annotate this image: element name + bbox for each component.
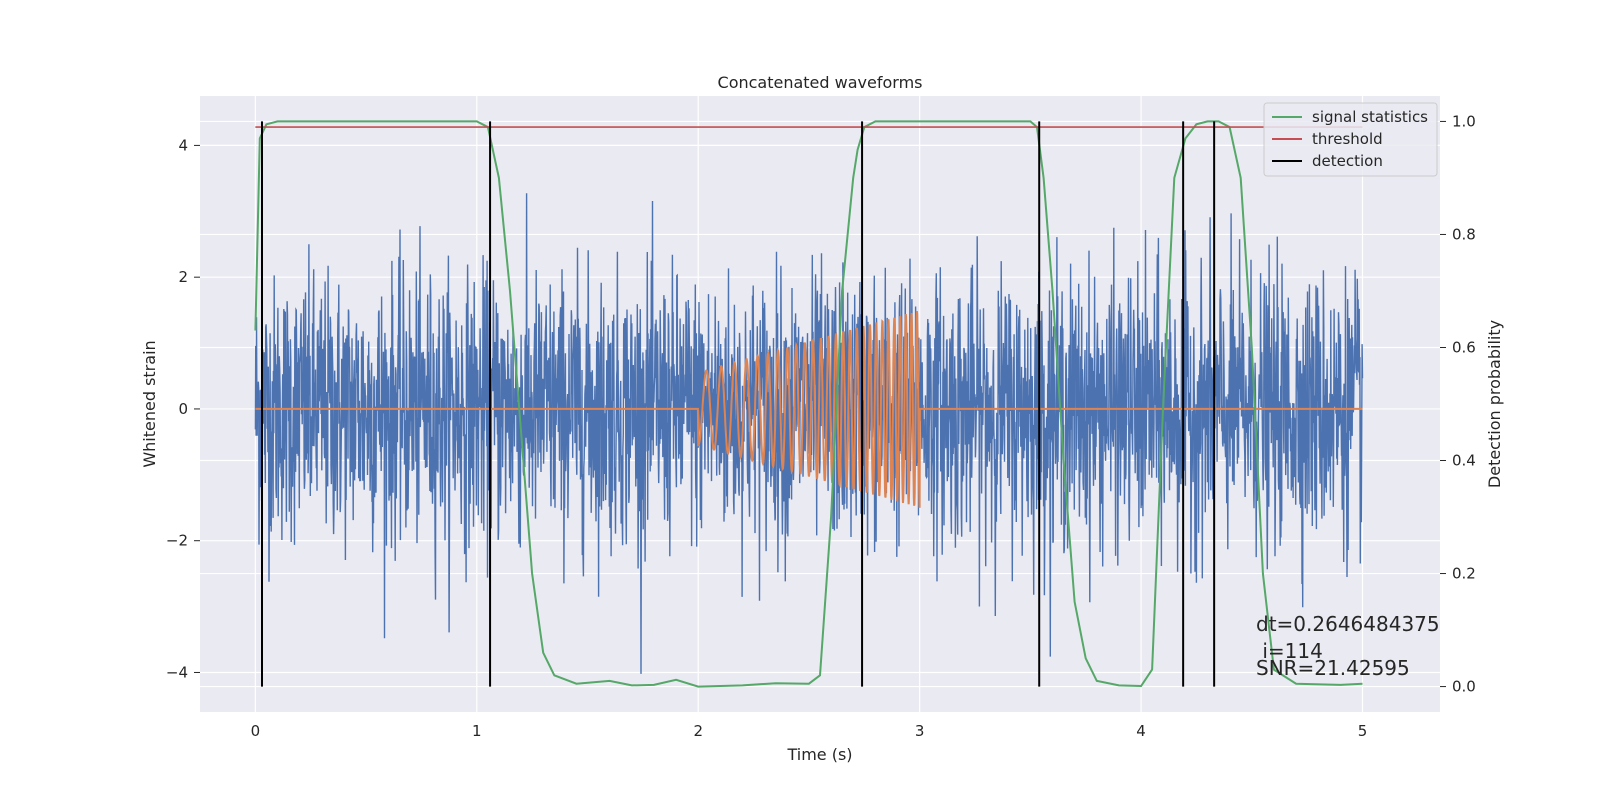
x-tick-label: 1 (472, 722, 482, 740)
annotation-dt: dt=0.2646484375 (1256, 612, 1440, 636)
annotation-snr: SNR=21.42595 (1256, 656, 1410, 680)
ticks: 0 1 2 3 4 5 −4 −2 0 2 4 0.0 0.2 0.4 0.6 0.8 1.0 (166, 112, 1476, 740)
x-tick-label: 5 (1358, 722, 1368, 740)
y-axis-label-right: Detection probability (1485, 320, 1504, 488)
annotation-index: i=114 (1256, 639, 1323, 663)
y-tick-label-left: 0 (178, 400, 188, 418)
x-tick-label: 2 (693, 722, 703, 740)
legend: signal statistics threshold detection (1263, 102, 1438, 177)
y-tick-label-right: 1.0 (1452, 112, 1476, 130)
y-tick-label-right: 0.2 (1452, 565, 1476, 583)
x-tick-label: 4 (1136, 722, 1146, 740)
series-whitened-strain (254, 193, 1364, 674)
y-tick-label-left: −2 (166, 532, 188, 550)
legend-label-signal-statistics: signal statistics (1312, 108, 1428, 126)
y-tick-label-right: 0.0 (1452, 678, 1476, 696)
y-tick-label-right: 0.4 (1452, 452, 1476, 470)
x-axis-label: Time (s) (786, 745, 852, 764)
legend-label-detection: detection (1312, 152, 1383, 170)
y-axis-label-left: Whitened strain (140, 340, 159, 467)
legend-box (1263, 102, 1438, 177)
chart-title: Concatenated waveforms (718, 73, 923, 92)
x-tick-label: 0 (251, 722, 261, 740)
y-tick-label-left: −4 (166, 663, 188, 681)
y-tick-label-right: 0.8 (1452, 225, 1476, 243)
y-tick-label-left: 2 (178, 268, 188, 286)
x-tick-label: 3 (915, 722, 925, 740)
series-injected-waveform (255, 310, 1363, 508)
legend-label-threshold: threshold (1312, 130, 1383, 148)
series-signal-statistics (254, 120, 1363, 688)
y-tick-label-right: 0.6 (1452, 338, 1476, 356)
series-detection (261, 121, 1216, 687)
plot-area (254, 120, 1364, 688)
y-tick-label-left: 4 (178, 136, 188, 154)
